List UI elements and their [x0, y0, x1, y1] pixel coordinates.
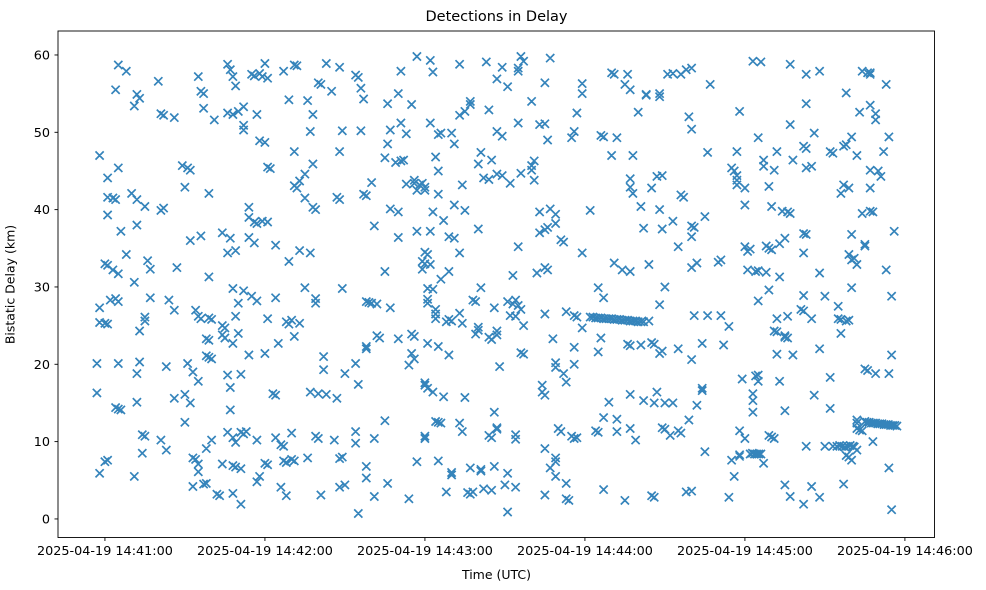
data-point-markers [92, 51, 902, 519]
y-tick-label: 0 [42, 512, 50, 527]
x-tick-label: 2025-04-19 14:43:00 [357, 544, 493, 559]
y-tick-label: 40 [34, 203, 50, 218]
x-tick-label: 2025-04-19 14:41:00 [37, 544, 173, 559]
x-tick-label: 2025-04-19 14:46:00 [837, 544, 973, 559]
x-tick-label: 2025-04-19 14:42:00 [197, 544, 333, 559]
x-tick-label: 2025-04-19 14:45:00 [677, 544, 813, 559]
chart-title: Detections in Delay [425, 9, 568, 25]
y-axis-label: Bistatic Delay (km) [2, 224, 18, 345]
x-axis-label: Time (UTC) [461, 567, 532, 582]
plot-border [57, 30, 935, 538]
y-tick-label: 30 [34, 280, 50, 295]
y-tick-label: 20 [34, 358, 50, 373]
x-tick-label: 2025-04-19 14:44:00 [517, 544, 653, 559]
y-tick-label: 60 [34, 48, 50, 63]
y-tick-label: 10 [34, 435, 50, 450]
y-tick-label: 50 [34, 126, 50, 141]
